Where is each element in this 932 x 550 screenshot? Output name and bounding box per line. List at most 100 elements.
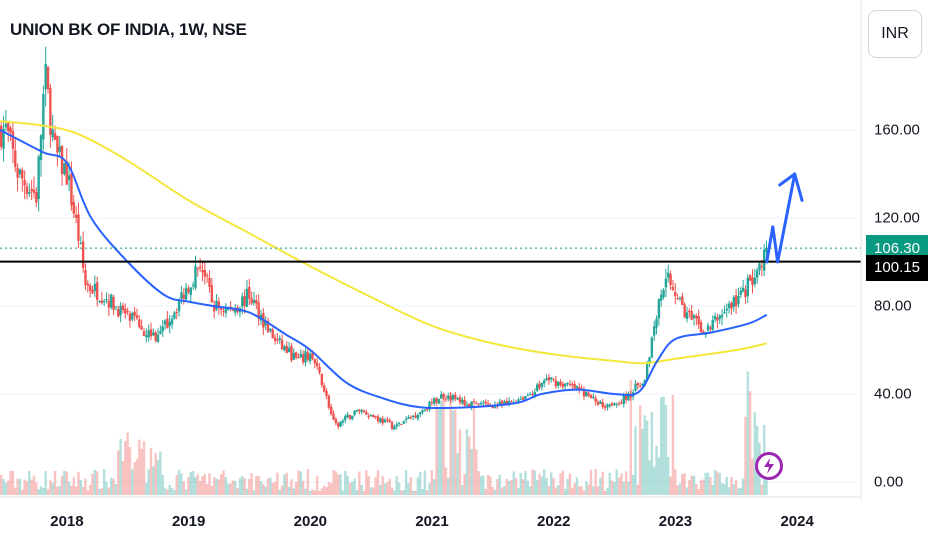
candle-body <box>645 362 649 380</box>
volume-bar <box>344 470 347 495</box>
candle-body <box>194 265 197 288</box>
candle-body <box>660 294 663 301</box>
volume-bar <box>107 487 111 495</box>
candle-body <box>561 383 565 388</box>
volume-bar <box>690 475 693 495</box>
candle-body <box>482 402 485 404</box>
candle-body <box>603 406 607 408</box>
volume-bar <box>454 409 457 495</box>
candle-body <box>278 337 281 340</box>
volume-bar <box>393 490 396 495</box>
volume-bar <box>173 490 176 495</box>
candle-body <box>133 311 136 316</box>
candle-body <box>627 393 630 401</box>
volume-bar <box>79 480 82 495</box>
flash-icon[interactable] <box>755 452 783 480</box>
volume-bar <box>751 458 754 495</box>
candle-body <box>264 320 267 326</box>
candle-body <box>344 416 347 421</box>
candle-body <box>98 301 101 303</box>
volume-bar <box>322 485 326 495</box>
candle-body <box>351 415 354 420</box>
candle-body <box>184 287 188 300</box>
volume-bar <box>376 470 380 495</box>
candle-body <box>699 322 703 333</box>
volume-bar <box>205 483 209 495</box>
volume-bar <box>297 470 300 495</box>
volume-bar <box>273 481 277 495</box>
volume-bar <box>292 488 295 495</box>
volume-bar <box>332 469 335 495</box>
volume-bar <box>287 487 291 495</box>
volume-bar <box>702 479 705 495</box>
candle-body <box>175 311 178 313</box>
volume-bar <box>250 473 253 495</box>
volume-bar <box>35 482 38 495</box>
time-tick-label: 2018 <box>50 513 84 530</box>
volume-bar <box>594 469 597 495</box>
candle-body <box>290 345 293 361</box>
volume-bar <box>634 426 637 495</box>
candle-body <box>655 318 658 328</box>
volume-bar <box>475 449 478 495</box>
candle-body <box>131 313 134 320</box>
candle-body <box>308 353 312 362</box>
volume-bar <box>489 476 492 495</box>
candle-body <box>102 301 106 303</box>
candle-body <box>734 295 738 307</box>
volume-bar <box>617 477 621 495</box>
volume-bar <box>177 469 181 495</box>
volume-bar <box>67 481 71 495</box>
volume-bar <box>486 474 490 495</box>
candle-body <box>297 357 300 359</box>
candle-body <box>306 352 310 360</box>
candle-body <box>35 192 38 203</box>
candlestick-series <box>0 46 768 431</box>
volume-bar <box>135 459 139 495</box>
volume-bar <box>196 474 200 495</box>
candle-body <box>697 315 700 325</box>
candle-body <box>95 282 99 300</box>
candle-body <box>568 384 572 386</box>
candle-body <box>758 263 761 271</box>
candle-body <box>208 278 211 287</box>
candle-body <box>166 318 169 329</box>
volume-bar <box>58 486 61 495</box>
candle-body <box>430 401 434 403</box>
candle-body <box>753 277 757 285</box>
candle-body <box>81 241 85 268</box>
candle-body <box>88 285 92 291</box>
candle-body <box>241 296 244 307</box>
volume-bar <box>648 460 651 495</box>
volume-bar <box>374 477 377 495</box>
currency-button[interactable]: INR <box>868 10 922 58</box>
candle-body <box>255 299 258 304</box>
candle-body <box>437 399 441 404</box>
volume-bar <box>37 489 40 495</box>
candle-body <box>638 385 642 387</box>
candle-body <box>713 316 717 320</box>
volume-bar <box>133 462 136 495</box>
volume-bar <box>42 487 45 495</box>
volume-bar <box>367 476 370 495</box>
candle-body <box>114 306 118 308</box>
volume-bar <box>381 476 384 495</box>
volume-bar <box>407 483 410 495</box>
volume-bar <box>194 476 197 495</box>
volume-bar <box>252 490 256 495</box>
projection-arrow[interactable] <box>765 172 797 264</box>
volume-bar <box>266 478 270 495</box>
volume-bar <box>557 485 560 495</box>
volume-bar <box>255 476 258 495</box>
candle-body <box>149 329 153 337</box>
candle-body <box>65 161 68 185</box>
volume-bar <box>269 477 272 495</box>
candle-body <box>304 351 307 363</box>
candle-body <box>311 352 314 359</box>
candle-body <box>138 319 141 327</box>
candle-body <box>203 269 207 277</box>
candle-body <box>599 401 602 404</box>
candle-body <box>554 380 558 387</box>
volume-bar <box>91 473 94 495</box>
